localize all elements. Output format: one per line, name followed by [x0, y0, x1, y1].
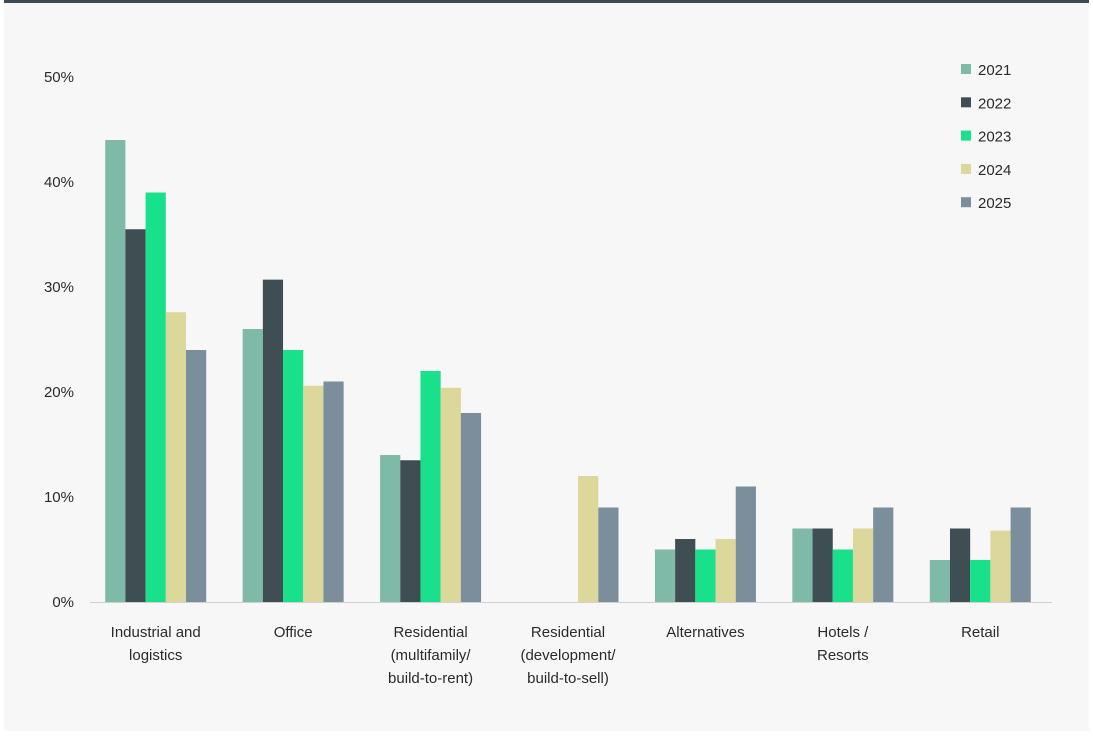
- x-tick-label-line: logistics: [129, 647, 182, 664]
- bar-2024: [440, 387, 461, 602]
- legend-item: 2024: [961, 162, 1011, 179]
- x-tick-label-line: Industrial and: [111, 624, 201, 641]
- bar-2023: [145, 192, 166, 602]
- bar-2025: [186, 350, 207, 602]
- bar-2021: [105, 140, 126, 602]
- bar-2022: [949, 528, 971, 602]
- bar-2024: [165, 312, 187, 602]
- legend-swatch: [961, 97, 971, 108]
- bars: [105, 140, 1031, 602]
- x-tick-label-line: (multifamily/: [391, 647, 472, 664]
- bar-chart: 0% 10% 20% 30% 40% 50% Industrial and logistic…: [44, 62, 1052, 687]
- legend-label: 2021: [978, 62, 1011, 79]
- legend-swatch: [961, 197, 971, 208]
- bar-2021: [380, 455, 401, 602]
- bar-group: [654, 486, 756, 602]
- bar-group: [578, 476, 619, 602]
- bar-2022: [812, 528, 833, 602]
- bar-2024: [715, 539, 736, 602]
- legend-item: 2023: [961, 129, 1011, 146]
- bar-2025: [873, 507, 894, 602]
- y-tick-label: 0%: [52, 594, 74, 611]
- bar-2023: [970, 560, 991, 602]
- y-axis: 0% 10% 20% 30% 40% 50%: [44, 69, 74, 611]
- legend: 2021 2022 2023 2024 2025: [961, 62, 1011, 212]
- bar-2022: [262, 279, 284, 602]
- bar-2024: [852, 528, 874, 602]
- bar-2021: [242, 329, 263, 602]
- x-tick-label-line: Hotels /: [817, 624, 869, 641]
- x-tick-label: Office: [274, 624, 313, 641]
- legend-item: 2025: [961, 195, 1011, 212]
- x-tick-label-line: Retail: [961, 624, 999, 641]
- bar-group: [242, 279, 344, 602]
- x-tick-label-line: Office: [274, 624, 313, 641]
- legend-label: 2022: [978, 95, 1011, 112]
- x-tick-label-line: Resorts: [817, 647, 869, 664]
- y-tick-label: 40%: [44, 174, 74, 191]
- y-tick-label: 20%: [44, 384, 74, 401]
- x-tick-label-line: build-to-rent): [388, 670, 473, 687]
- legend-swatch: [961, 130, 971, 141]
- x-tick-label-line: build-to-sell): [527, 670, 609, 687]
- x-tick-label-line: (development/: [520, 647, 616, 664]
- x-tick-label: Retail: [961, 624, 999, 641]
- legend-item: 2022: [961, 95, 1011, 112]
- x-tick-label: Alternatives: [666, 624, 744, 641]
- legend-swatch: [961, 64, 971, 74]
- x-tick-label-line: Residential: [393, 624, 467, 641]
- bar-group: [792, 507, 894, 602]
- chart-frame: 0% 10% 20% 30% 40% 50% Industrial and logistic…: [4, 0, 1089, 731]
- x-tick-label-line: Alternatives: [666, 624, 744, 641]
- bar-2024: [990, 530, 1011, 602]
- bar-group: [105, 140, 207, 602]
- bar-group: [380, 371, 482, 602]
- bar-2025: [323, 381, 344, 602]
- bar-2024: [578, 476, 599, 602]
- legend-swatch: [961, 163, 971, 174]
- x-tick-label: Residential (development/build-to-sell): [520, 624, 616, 687]
- bar-2023: [283, 350, 304, 602]
- bar-2021: [792, 528, 813, 602]
- bar-2025: [598, 507, 619, 602]
- y-tick-label: 50%: [44, 69, 74, 86]
- bar-2023: [695, 549, 716, 602]
- x-tick-label: Residential (multifamily/build-to-rent): [388, 624, 473, 687]
- x-tick-label-line: Residential: [531, 624, 605, 641]
- bar-2023: [832, 549, 853, 602]
- y-tick-label: 10%: [44, 489, 74, 506]
- bar-2023: [420, 371, 441, 602]
- bar-2025: [460, 413, 482, 602]
- legend-label: 2024: [978, 162, 1011, 179]
- bar-2022: [400, 460, 421, 602]
- bar-2021: [654, 549, 676, 602]
- x-tick-label: Hotels / Resorts: [817, 624, 869, 664]
- bar-2022: [675, 539, 696, 602]
- bar-2024: [303, 385, 324, 602]
- bar-2022: [125, 229, 146, 602]
- bar-2021: [929, 560, 950, 602]
- legend-item: 2021: [961, 62, 1011, 79]
- x-axis: Industrial and logistics Office Residential…: [111, 624, 1000, 687]
- bar-2025: [735, 486, 756, 602]
- legend-label: 2025: [978, 195, 1011, 212]
- legend-label: 2023: [978, 129, 1011, 146]
- y-tick-label: 30%: [44, 279, 74, 296]
- x-tick-label: Industrial and logistics: [111, 624, 201, 664]
- bar-group: [929, 507, 1031, 602]
- bar-2025: [1010, 507, 1031, 602]
